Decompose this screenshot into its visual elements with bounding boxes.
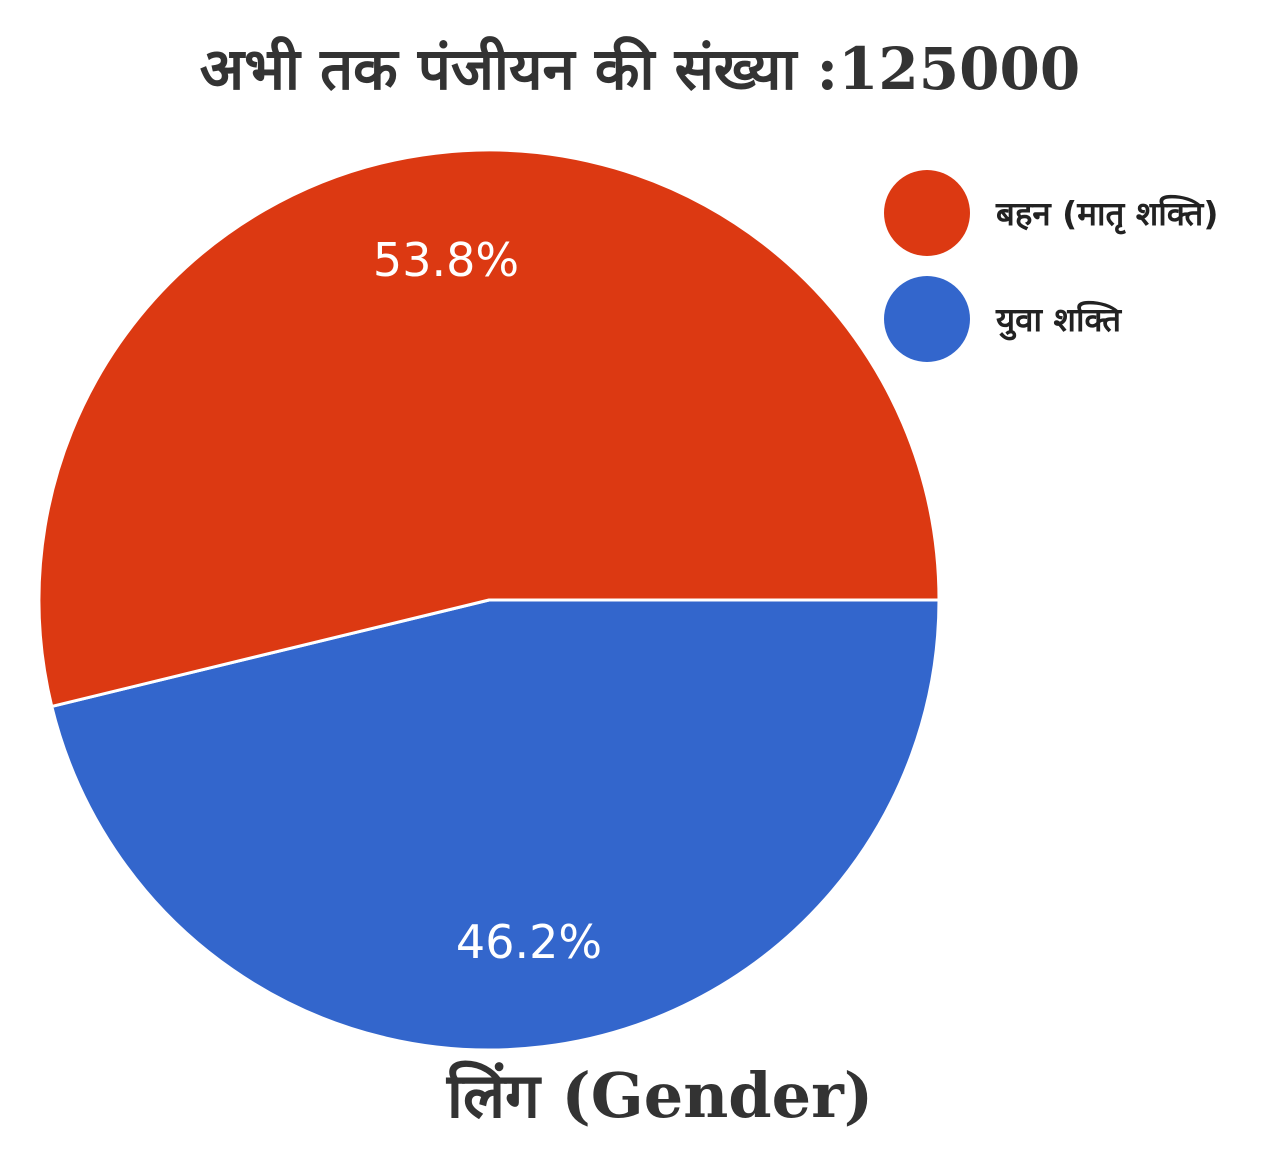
legend-swatch-youth: [884, 276, 970, 362]
slice-youth[interactable]: [49, 598, 941, 1052]
pie-slices: [37, 148, 941, 1052]
slice-label-youth: 46.2%: [456, 915, 602, 969]
slice-label-sisters: 53.8%: [373, 233, 519, 287]
legend-label-youth: युवा शक्ति: [996, 300, 1122, 339]
pie-slice-labels: 46.2% 53.8%: [373, 233, 602, 969]
legend-swatch-sisters: [884, 170, 970, 256]
chart-title: अभी तक पंजीयन की संख्या :125000: [199, 35, 1081, 103]
chart-subtitle: लिंग (Gender): [446, 1059, 874, 1132]
slice-sisters[interactable]: [37, 148, 941, 709]
legend-label-sisters: बहन (मातृ शक्ति): [996, 194, 1219, 233]
